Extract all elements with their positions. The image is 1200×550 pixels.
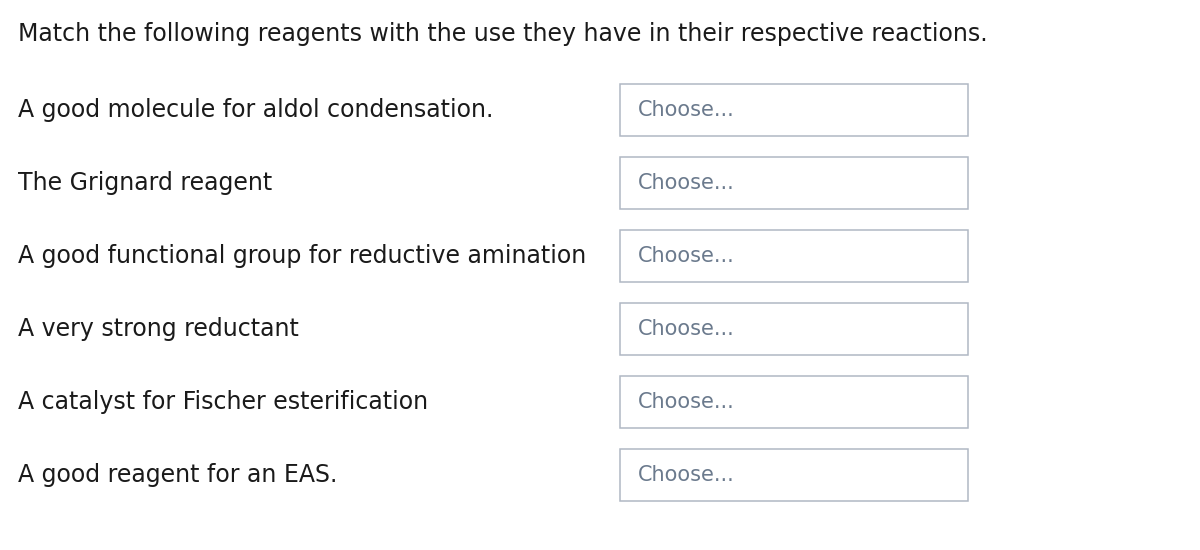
Polygon shape [940, 252, 952, 258]
Polygon shape [940, 181, 952, 187]
Text: Choose...: Choose... [638, 465, 734, 485]
Text: A good functional group for reductive amination: A good functional group for reductive am… [18, 244, 587, 268]
Text: Choose...: Choose... [638, 319, 734, 339]
Polygon shape [940, 108, 952, 114]
Polygon shape [940, 254, 952, 260]
Text: A very strong reductant: A very strong reductant [18, 317, 299, 341]
Text: Choose...: Choose... [638, 100, 734, 120]
Polygon shape [940, 106, 952, 112]
FancyBboxPatch shape [620, 449, 968, 501]
FancyBboxPatch shape [620, 230, 968, 282]
Polygon shape [940, 398, 952, 404]
Text: The Grignard reagent: The Grignard reagent [18, 171, 272, 195]
FancyBboxPatch shape [620, 157, 968, 209]
Polygon shape [940, 400, 952, 406]
FancyBboxPatch shape [620, 84, 968, 136]
Polygon shape [940, 471, 952, 477]
Text: A catalyst for Fischer esterification: A catalyst for Fischer esterification [18, 390, 428, 414]
Polygon shape [940, 325, 952, 331]
Text: Match the following reagents with the use they have in their respective reaction: Match the following reagents with the us… [18, 22, 988, 46]
Text: A good molecule for aldol condensation.: A good molecule for aldol condensation. [18, 98, 493, 122]
Text: Choose...: Choose... [638, 392, 734, 412]
Text: Choose...: Choose... [638, 246, 734, 266]
FancyBboxPatch shape [620, 303, 968, 355]
Text: Choose...: Choose... [638, 173, 734, 193]
FancyBboxPatch shape [620, 376, 968, 428]
Polygon shape [940, 179, 952, 185]
Text: A good reagent for an EAS.: A good reagent for an EAS. [18, 463, 337, 487]
Polygon shape [940, 473, 952, 479]
Polygon shape [940, 327, 952, 333]
